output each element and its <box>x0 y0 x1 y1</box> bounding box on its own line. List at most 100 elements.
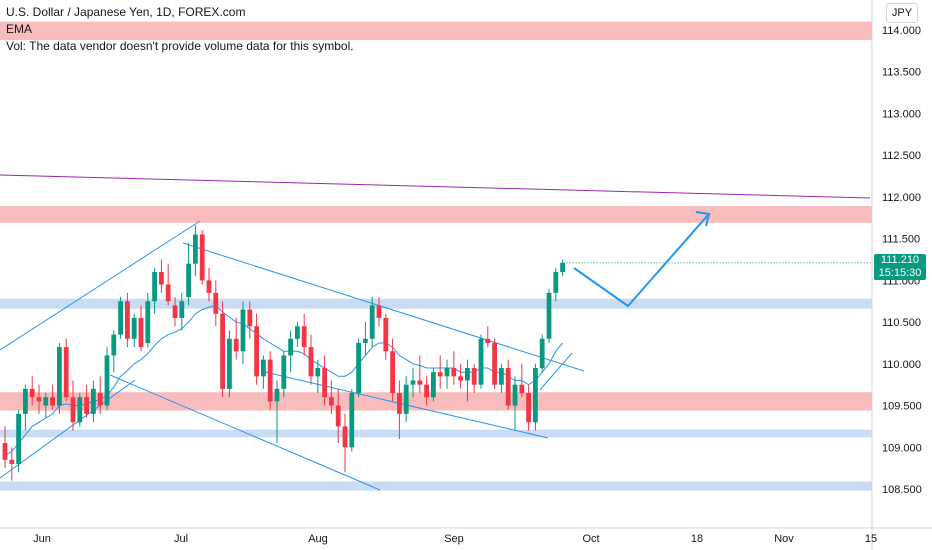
candle[interactable] <box>43 393 49 419</box>
candle[interactable] <box>437 355 443 389</box>
candle[interactable] <box>261 355 266 389</box>
candle[interactable] <box>36 384 42 414</box>
symbol-title[interactable]: U.S. Dollar / Japanese Yen, 1D, FOREX.co… <box>6 5 246 19</box>
candle[interactable] <box>295 322 300 348</box>
price-tick-label: 113.000 <box>882 108 921 120</box>
candle[interactable] <box>186 242 191 306</box>
candle[interactable] <box>193 225 198 277</box>
candle[interactable] <box>403 376 409 423</box>
candle[interactable] <box>492 338 497 389</box>
candle[interactable] <box>179 292 185 331</box>
candle[interactable] <box>50 384 55 410</box>
candle[interactable] <box>546 288 552 343</box>
candle[interactable] <box>397 380 402 439</box>
candle[interactable] <box>199 230 205 285</box>
candle[interactable] <box>125 292 130 348</box>
candle[interactable] <box>206 267 212 302</box>
candle[interactable] <box>159 259 164 293</box>
candle[interactable] <box>342 413 348 473</box>
candle[interactable] <box>410 367 416 398</box>
candle[interactable] <box>77 393 83 427</box>
candle[interactable] <box>363 322 368 356</box>
candle[interactable] <box>84 384 89 419</box>
candle[interactable] <box>165 263 171 306</box>
candle[interactable] <box>539 334 545 373</box>
candle[interactable] <box>383 313 389 360</box>
candle[interactable] <box>335 388 341 444</box>
candle[interactable] <box>152 267 157 314</box>
candle[interactable] <box>376 297 382 327</box>
candle[interactable] <box>247 301 253 339</box>
resistance-zone[interactable] <box>0 206 872 223</box>
candle[interactable] <box>505 359 511 410</box>
candle[interactable] <box>97 376 103 414</box>
candle[interactable] <box>91 380 96 423</box>
candle[interactable] <box>329 380 334 414</box>
support-zone[interactable] <box>0 481 872 491</box>
candle-body <box>63 347 69 398</box>
candle[interactable] <box>308 334 314 385</box>
candle[interactable] <box>240 301 246 364</box>
candle[interactable] <box>471 363 477 394</box>
candle[interactable] <box>424 376 429 406</box>
candle[interactable] <box>458 363 463 389</box>
candle[interactable] <box>431 367 436 402</box>
candle[interactable] <box>519 363 525 398</box>
candle[interactable] <box>57 342 62 414</box>
candle[interactable] <box>349 388 355 452</box>
candle[interactable] <box>118 297 123 339</box>
candle[interactable] <box>104 347 110 410</box>
currency-button[interactable]: JPY <box>886 3 918 23</box>
candle[interactable] <box>301 313 307 356</box>
candle[interactable] <box>233 317 239 360</box>
candle[interactable] <box>499 363 504 394</box>
candle[interactable] <box>23 384 28 431</box>
candle[interactable] <box>356 338 361 398</box>
candle[interactable] <box>138 305 144 352</box>
candle[interactable] <box>274 380 280 444</box>
resistance-zone[interactable] <box>0 21 872 41</box>
ema-legend-label[interactable]: EMA <box>6 22 33 36</box>
time-tick-label: Jun <box>33 533 51 545</box>
candle[interactable] <box>390 338 395 402</box>
candle[interactable] <box>172 297 178 327</box>
candle[interactable] <box>369 297 375 348</box>
candle[interactable] <box>315 359 321 394</box>
candle[interactable] <box>213 280 219 327</box>
candle[interactable] <box>553 267 559 302</box>
candle[interactable] <box>560 259 565 277</box>
candle[interactable] <box>512 376 518 431</box>
candle[interactable] <box>29 376 35 406</box>
candle[interactable] <box>111 330 117 373</box>
candle[interactable] <box>2 426 8 469</box>
candle[interactable] <box>145 292 151 348</box>
support-zone[interactable] <box>0 298 872 309</box>
candle[interactable] <box>533 363 538 431</box>
candle[interactable] <box>70 380 76 431</box>
candle[interactable] <box>227 330 232 398</box>
candle[interactable] <box>9 447 15 481</box>
candle[interactable] <box>478 334 484 389</box>
candle-body <box>159 272 164 285</box>
candle[interactable] <box>63 338 69 402</box>
candle[interactable] <box>451 351 457 385</box>
candle[interactable] <box>220 301 225 398</box>
candle[interactable] <box>288 330 293 373</box>
candle[interactable] <box>16 409 21 473</box>
candle[interactable] <box>281 351 287 398</box>
resistance-zone[interactable] <box>0 392 872 411</box>
support-zone[interactable] <box>0 429 872 438</box>
candle[interactable] <box>444 359 450 389</box>
time-tick-label: Nov <box>774 533 794 545</box>
candle[interactable] <box>485 326 491 348</box>
candle[interactable] <box>131 313 137 348</box>
candle[interactable] <box>267 351 273 410</box>
candle[interactable] <box>322 355 327 406</box>
candle[interactable] <box>417 355 423 394</box>
candle[interactable] <box>526 384 531 431</box>
candle[interactable] <box>254 313 259 385</box>
candle-body <box>227 338 232 389</box>
candle[interactable] <box>465 359 470 402</box>
